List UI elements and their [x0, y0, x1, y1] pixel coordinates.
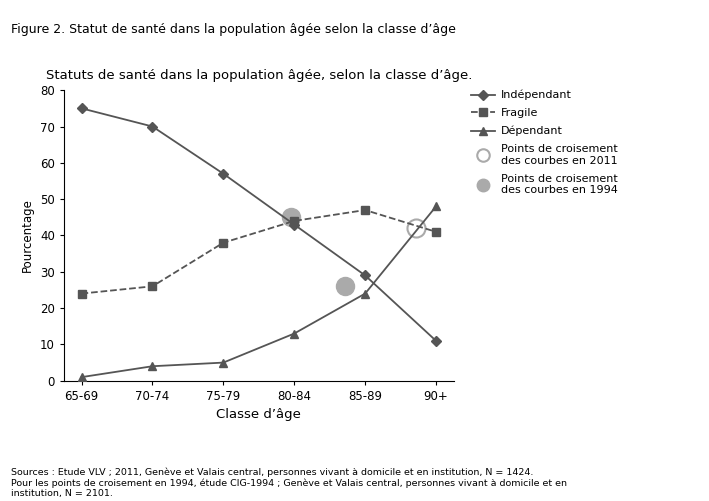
Text: Figure 2. Statut de santé dans la population âgée selon la classe d’âge: Figure 2. Statut de santé dans la popula… [11, 23, 455, 36]
Y-axis label: Pourcentage: Pourcentage [21, 198, 34, 273]
Text: Sources : Etude VLV ; 2011, Genève et Valais central, personnes vivant à domicil: Sources : Etude VLV ; 2011, Genève et Va… [11, 467, 566, 498]
Legend: Indépendant, Fragile, Dépendant, Points de croisement
des courbes en 2011, Point: Indépendant, Fragile, Dépendant, Points … [471, 90, 618, 195]
Title: Statuts de santé dans la population âgée, selon la classe d’âge.: Statuts de santé dans la population âgée… [45, 69, 472, 82]
X-axis label: Classe d’âge: Classe d’âge [216, 408, 301, 421]
